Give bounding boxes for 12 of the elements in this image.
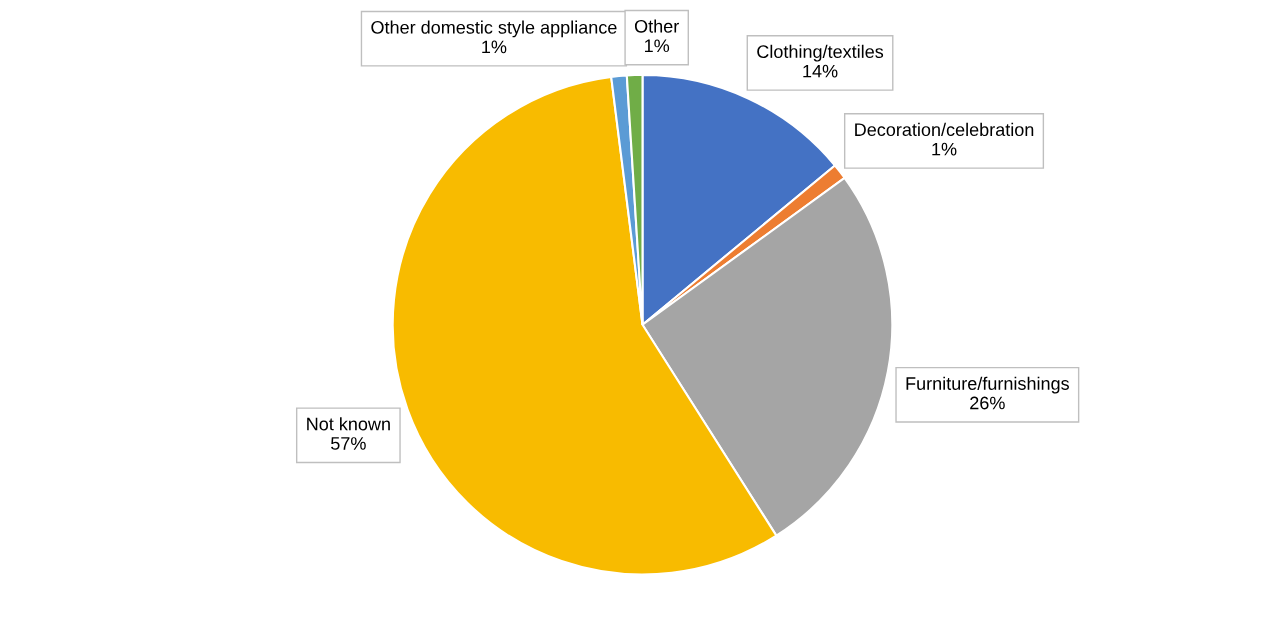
slice-label: Clothing/textiles (757, 44, 884, 62)
slice-label: Decoration/celebration (855, 122, 1034, 137)
slice-label: Other (634, 19, 679, 33)
data-label: 1% (645, 39, 670, 53)
data-label: 26% (970, 396, 1005, 410)
slice-label: Other domestic style appliance (371, 20, 617, 38)
slice-label: Furniture/furnishings (906, 376, 1069, 394)
data-label: 1% (932, 142, 957, 156)
data-label: 14% (803, 64, 838, 78)
data-label: 57% (331, 437, 366, 450)
data-label: 1% (482, 40, 507, 54)
slice-label: Not known (307, 417, 390, 431)
